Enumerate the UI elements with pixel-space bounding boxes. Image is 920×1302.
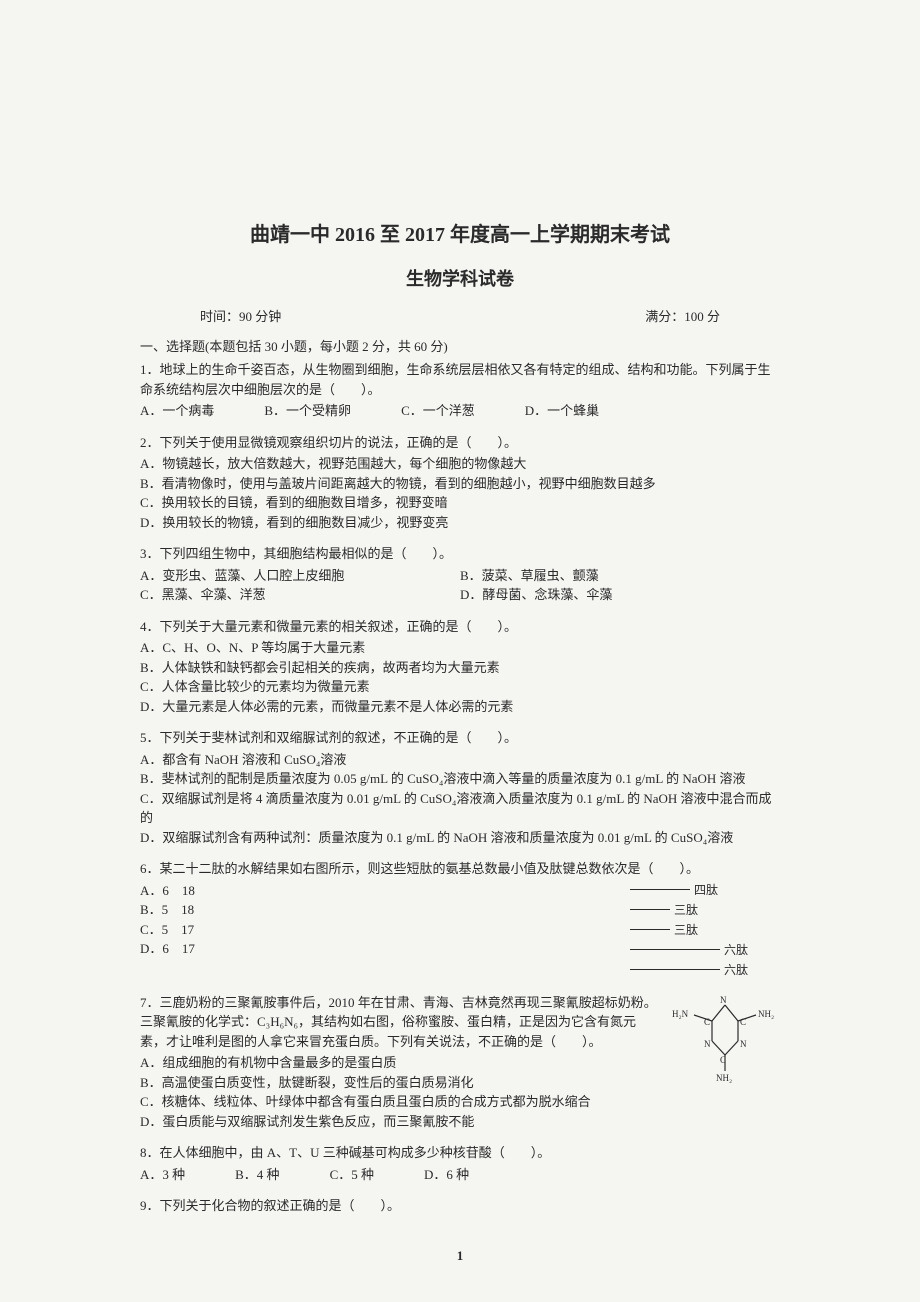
question-2-options: A．物镜越长，放大倍数越大，视野范围越大，每个细胞的物像越大 B．看清物像时，使… [140, 454, 780, 532]
question-8: 8．在人体细胞中，由 A、T、U 三种碱基可构成多少种核苷酸（ ）。 A．3 种… [140, 1143, 780, 1184]
mol-n-r: N [740, 1039, 747, 1049]
option-b: B．斐林试剂的配制是质量浓度为 0.05 g/mL 的 CuSO₄溶液中滴入等量… [140, 769, 780, 789]
question-9: 9．下列关于化合物的叙述正确的是（ ）。 [140, 1196, 780, 1216]
option-a: A．都含有 NaOH 溶液和 CuSO₄溶液 [140, 750, 780, 770]
question-7-options: A．组成细胞的有机物中含量最多的是蛋白质 B．高温使蛋白质变性，肽键断裂，变性后… [140, 1053, 660, 1131]
question-7-text: 7．三鹿奶粉的三聚氰胺事件后，2010 年在甘肃、青海、吉林竟然再现三聚氰胺超标… [140, 993, 660, 1052]
mol-nh2-r: NH₂ [758, 1009, 774, 1019]
option-a: A．变形虫、蓝藻、人口腔上皮细胞 [140, 566, 460, 586]
question-3-options: A．变形虫、蓝藻、人口腔上皮细胞 B．菠菜、草履虫、颤藻 C．黑藻、伞藻、洋葱 … [140, 566, 780, 605]
option-c: C．黑藻、伞藻、洋葱 [140, 585, 460, 605]
question-2-text: 2．下列关于使用显微镜观察组织切片的说法，正确的是（ ）。 [140, 433, 780, 453]
option-d: D．换用较长的物镜，看到的细胞数目减少，视野变亮 [140, 513, 780, 533]
option-c: C．人体含量比较少的元素均为微量元素 [140, 677, 780, 697]
question-8-text: 8．在人体细胞中，由 A、T、U 三种碱基可构成多少种核苷酸（ ）。 [140, 1143, 780, 1163]
option-a: A．物镜越长，放大倍数越大，视野范围越大，每个细胞的物像越大 [140, 454, 780, 474]
option-b: B．人体缺铁和缺钙都会引起相关的疾病，故两者均为大量元素 [140, 658, 780, 678]
question-6-options: A．6 18 B．5 18 C．5 17 D．6 17 [140, 881, 610, 959]
option-b: B．菠菜、草履虫、颤藻 [460, 566, 780, 586]
page-number: 1 [140, 1246, 780, 1266]
question-2: 2．下列关于使用显微镜观察组织切片的说法，正确的是（ ）。 A．物镜越长，放大倍… [140, 433, 780, 533]
meta-row: 时间：90 分钟 满分：100 分 [140, 307, 780, 327]
question-1: 1．地球上的生命千姿百态，从生物圈到细胞，生命系统层层相依又各有特定的组成、结构… [140, 360, 780, 421]
mol-c-r: C [740, 1017, 746, 1027]
mol-h2n-l: H₂N [672, 1009, 689, 1019]
question-1-text: 1．地球上的生命千姿百态，从生物圈到细胞，生命系统层层相依又各有特定的组成、结构… [140, 360, 780, 399]
option-d: D．一个蜂巢 [525, 401, 599, 421]
question-7: 7．三鹿奶粉的三聚氰胺事件后，2010 年在甘肃、青海、吉林竟然再现三聚氰胺超标… [140, 993, 780, 1132]
option-a: A．组成细胞的有机物中含量最多的是蛋白质 [140, 1053, 660, 1073]
option-b: B．一个受精卵 [264, 401, 351, 421]
option-b: B．高温使蛋白质变性，肽键断裂，变性后的蛋白质易消化 [140, 1073, 660, 1093]
option-b: B．4 种 [235, 1165, 279, 1185]
mol-n-l: N [704, 1039, 711, 1049]
question-3-text: 3．下列四组生物中，其细胞结构最相似的是（ ）。 [140, 544, 780, 564]
option-d: D．6 种 [424, 1165, 469, 1185]
mol-nh2-b: NH₂ [716, 1073, 732, 1083]
question-8-options: A．3 种 B．4 种 C．5 种 D．6 种 [140, 1165, 780, 1185]
option-d: D．酵母菌、念珠藻、伞藻 [460, 585, 780, 605]
option-c: C．核糖体、线粒体、叶绿体中都含有蛋白质且蛋白质的合成方式都为脱水缩合 [140, 1092, 660, 1112]
option-c: C．双缩脲试剂是将 4 滴质量浓度为 0.01 g/mL 的 CuSO₄溶液滴入… [140, 789, 780, 828]
option-c: C．5 种 [330, 1165, 374, 1185]
mol-c-b: C [720, 1055, 726, 1065]
option-a: A．一个病毒 [140, 401, 214, 421]
question-9-text: 9．下列关于化合物的叙述正确的是（ ）。 [140, 1196, 780, 1216]
option-b: B．看清物像时，使用与盖玻片间距离越大的物镜，看到的细胞越小，视野中细胞数目越多 [140, 474, 780, 494]
fig-label-2: 三肽 [674, 901, 698, 919]
fig-label-4: 六肽 [724, 941, 748, 959]
option-d: D．6 17 [140, 939, 610, 959]
option-d: D．蛋白质能与双缩脲试剂发生紫色反应，而三聚氰胺不能 [140, 1112, 660, 1132]
question-5-text: 5．下列关于斐林试剂和双缩脲试剂的叙述，不正确的是（ ）。 [140, 728, 780, 748]
option-d: D．双缩脲试剂含有两种试剂：质量浓度为 0.1 g/mL 的 NaOH 溶液和质… [140, 828, 780, 848]
question-4-text: 4．下列关于大量元素和微量元素的相关叙述，正确的是（ ）。 [140, 617, 780, 637]
fig-label-1: 四肽 [694, 881, 718, 899]
question-3: 3．下列四组生物中，其细胞结构最相似的是（ ）。 A．变形虫、蓝藻、人口腔上皮细… [140, 544, 780, 605]
option-d: D．大量元素是人体必需的元素，而微量元素不是人体必需的元素 [140, 697, 780, 717]
mol-c-l: C [704, 1017, 710, 1027]
fig-label-3: 三肽 [674, 921, 698, 939]
score-label: 满分：100 分 [645, 307, 720, 327]
exam-subtitle: 生物学科试卷 [140, 266, 780, 293]
option-a: A．6 18 [140, 881, 610, 901]
mol-n-top: N [720, 995, 727, 1005]
question-6: 6．某二十二肽的水解结果如右图所示，则这些短肽的氨基总数最小值及肽键总数依次是（… [140, 859, 780, 981]
question-4: 4．下列关于大量元素和微量元素的相关叙述，正确的是（ ）。 A．C、H、O、N、… [140, 617, 780, 717]
question-4-options: A．C、H、O、N、P 等均属于大量元素 B．人体缺铁和缺钙都会引起相关的疾病，… [140, 638, 780, 716]
question-6-text: 6．某二十二肽的水解结果如右图所示，则这些短肽的氨基总数最小值及肽键总数依次是（… [140, 859, 780, 879]
question-5: 5．下列关于斐林试剂和双缩脲试剂的叙述，不正确的是（ ）。 A．都含有 NaOH… [140, 728, 780, 847]
option-b: B．5 18 [140, 900, 610, 920]
exam-title: 曲靖一中 2016 至 2017 年度高一上学期期末考试 [140, 220, 780, 250]
question-1-options: A．一个病毒 B．一个受精卵 C．一个洋葱 D．一个蜂巢 [140, 401, 780, 421]
question-7-figure: N C C N N C H₂N NH₂ NH₂ [670, 993, 780, 1083]
question-6-figure: 四肽 三肽 三肽 六肽 六肽 [630, 881, 780, 981]
option-a: A．3 种 [140, 1165, 185, 1185]
option-c: C．5 17 [140, 920, 610, 940]
time-label: 时间：90 分钟 [200, 307, 281, 327]
section-1-header: 一、选择题(本题包括 30 小题，每小题 2 分，共 60 分) [140, 337, 780, 357]
option-c: C．一个洋葱 [401, 401, 475, 421]
option-c: C．换用较长的目镜，看到的细胞数目增多，视野变暗 [140, 493, 780, 513]
fig-label-5: 六肽 [724, 961, 748, 979]
option-a: A．C、H、O、N、P 等均属于大量元素 [140, 638, 780, 658]
question-5-options: A．都含有 NaOH 溶液和 CuSO₄溶液 B．斐林试剂的配制是质量浓度为 0… [140, 750, 780, 848]
